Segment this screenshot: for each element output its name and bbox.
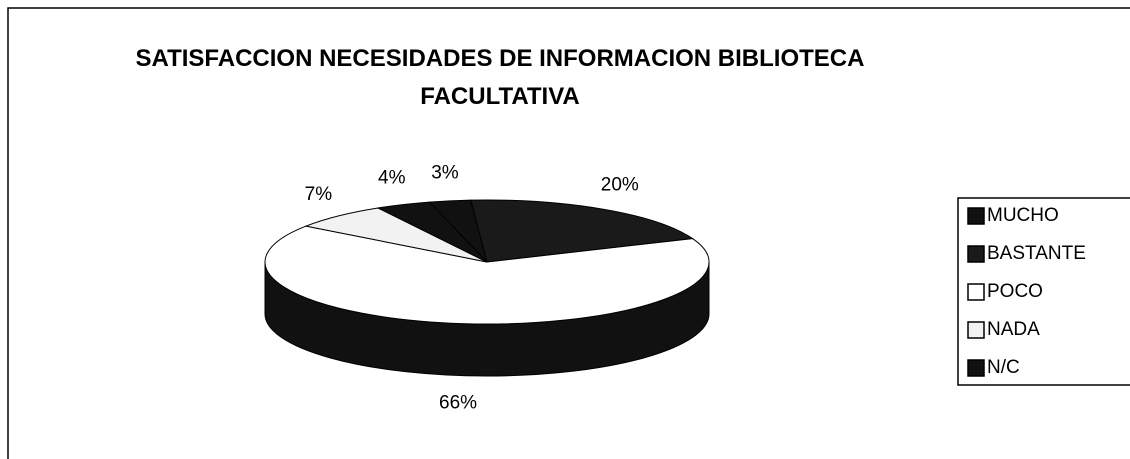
pie-slice bbox=[376, 201, 488, 263]
legend-swatch bbox=[967, 359, 985, 377]
legend-label: MUCHO bbox=[987, 205, 1059, 226]
legend-swatch bbox=[967, 207, 985, 225]
legend-label: BASTANTE bbox=[987, 243, 1086, 264]
legend-label: N/C bbox=[987, 357, 1020, 378]
legend-swatch bbox=[967, 245, 985, 263]
chart-title: SATISFACCION NECESIDADES DE INFORMACION … bbox=[135, 45, 865, 110]
legend-label: NADA bbox=[987, 319, 1040, 340]
legend-box bbox=[957, 197, 1130, 386]
pie-slice bbox=[264, 225, 710, 325]
data-label: 20% bbox=[601, 175, 639, 196]
pie-slice bbox=[470, 199, 694, 263]
legend-swatch bbox=[967, 321, 985, 339]
legend-label: POCO bbox=[987, 281, 1043, 302]
chart-frame bbox=[7, 7, 1130, 459]
data-label: 3% bbox=[431, 162, 459, 183]
data-label: 66% bbox=[439, 392, 477, 413]
data-label: 4% bbox=[378, 168, 406, 189]
legend-swatch bbox=[967, 283, 985, 301]
data-label: 7% bbox=[305, 184, 333, 205]
